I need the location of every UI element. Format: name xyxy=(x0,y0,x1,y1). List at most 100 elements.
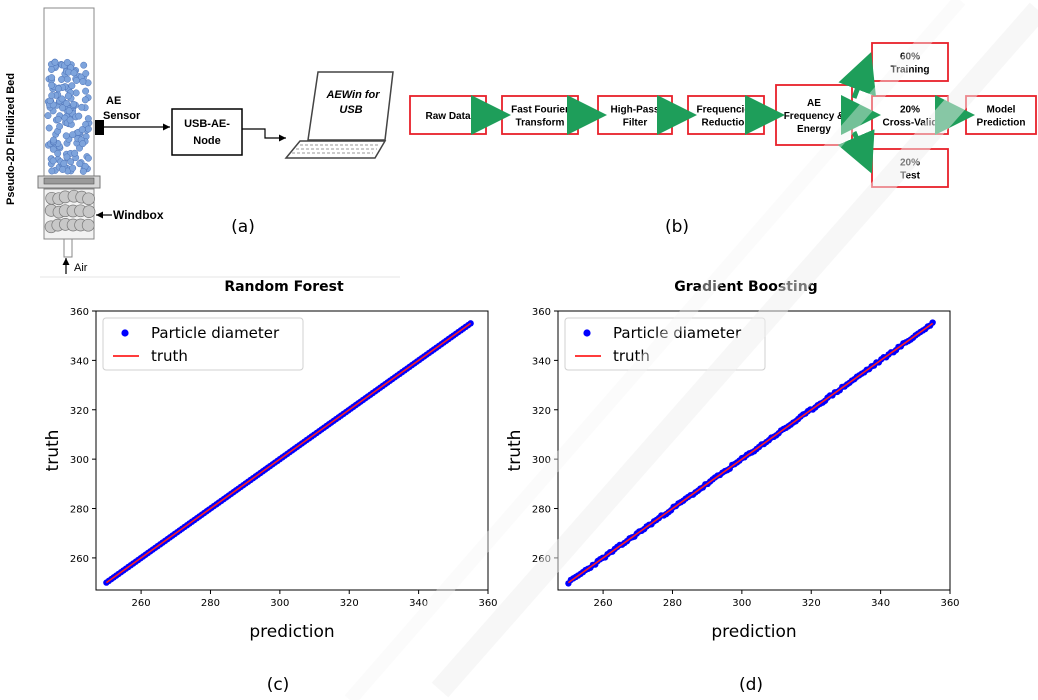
sensor-label-2: Sensor xyxy=(103,110,141,122)
bed-particle xyxy=(79,140,87,148)
windbox-particle xyxy=(82,192,95,206)
bed-particle xyxy=(56,122,64,130)
ae-freq-energy-box: AE Frequency & Energy xyxy=(775,84,853,146)
bed-particle xyxy=(49,145,57,153)
x-tick-label: 260 xyxy=(594,598,613,609)
bed-particle xyxy=(82,87,90,95)
high-pass-box-label: High-Pass xyxy=(611,105,660,116)
x-tick-label: 300 xyxy=(732,598,751,609)
bed-particle xyxy=(72,89,80,97)
bed-particle xyxy=(44,112,52,120)
bed-particle xyxy=(66,116,74,124)
test-box-label: 20% xyxy=(900,158,920,169)
y-tick-label: 340 xyxy=(70,356,89,367)
x-tick-label: 340 xyxy=(409,598,428,609)
bed-particle xyxy=(79,78,87,86)
training-box: 60% Training xyxy=(871,42,949,82)
bed-particle xyxy=(63,75,71,83)
bed-particle xyxy=(48,167,56,175)
bed-particle xyxy=(58,76,65,83)
node-label-1: USB-AE- xyxy=(184,118,230,130)
bed-particle xyxy=(48,92,56,100)
fft-box-label: Fast Fourier xyxy=(511,105,569,116)
caption-b: (b) xyxy=(665,217,689,237)
bed-particle xyxy=(68,82,76,90)
chart-title: Random Forest xyxy=(224,279,344,295)
bed-particle xyxy=(60,160,68,167)
bed-particle xyxy=(50,136,57,144)
freq-reduction-box: Frequencies Reduction xyxy=(687,95,765,135)
bed-particle xyxy=(63,153,71,161)
bed-particle xyxy=(64,92,72,100)
bed-particle xyxy=(84,125,92,133)
bed-particle xyxy=(48,74,56,82)
bed-particle xyxy=(78,126,86,134)
legend-label-points: Particle diameter xyxy=(613,324,742,342)
flow-arrow xyxy=(837,129,875,174)
fft-box: Fast Fourier Transform xyxy=(501,95,579,135)
legend-marker-points xyxy=(583,329,591,337)
cross-valid-box: 20% Cross-Valid xyxy=(871,95,949,135)
cross-valid-box-label: Cross-Valid xyxy=(882,118,937,129)
bed-particle xyxy=(67,158,75,166)
bed-particle xyxy=(84,115,92,123)
model-prediction-box-label: Model xyxy=(987,105,1016,116)
panel-a: Pseudo-2D Fluidized Bed Air AE Sensor US… xyxy=(5,7,400,278)
chart-title: Gradient Boosting xyxy=(674,279,817,295)
x-tick-label: 320 xyxy=(340,598,359,609)
laptop-label-1: AEWin for xyxy=(325,89,380,101)
y-tick-label: 300 xyxy=(532,455,551,466)
windbox-particles xyxy=(44,189,96,234)
bed-particle xyxy=(79,167,87,175)
x-tick-label: 260 xyxy=(132,598,151,609)
legend-label-line: truth xyxy=(151,347,188,365)
bed-particle xyxy=(70,69,78,77)
bed-particle xyxy=(69,164,77,172)
cross-valid-box-label: 20% xyxy=(900,105,920,116)
ae-sensor xyxy=(95,120,104,135)
legend-label-points: Particle diameter xyxy=(151,324,280,342)
bed-particle xyxy=(63,58,71,66)
x-tick-label: 360 xyxy=(478,598,497,609)
freq-reduction-box-label: Frequencies xyxy=(697,105,756,116)
bed-particle xyxy=(82,70,90,77)
bed-particle xyxy=(48,66,55,73)
bed-particle xyxy=(45,124,53,132)
y-tick-label: 280 xyxy=(532,505,551,516)
legend-marker-points xyxy=(121,329,129,337)
bed-particle xyxy=(54,85,62,93)
y-tick-label: 340 xyxy=(532,356,551,367)
bed-particle xyxy=(62,132,70,140)
x-axis-label: prediction xyxy=(249,622,334,642)
x-tick-label: 280 xyxy=(663,598,682,609)
training-box-label: 60% xyxy=(900,52,920,63)
bed-particle xyxy=(75,112,83,120)
bed-particle xyxy=(84,154,92,162)
chart-gradient-boosting: Gradient Boosting 260 280 300 320 340 360 260 28… xyxy=(505,279,960,695)
legend: Particle diameter truth xyxy=(102,317,304,371)
bed-particle xyxy=(78,103,86,111)
air-label: Air xyxy=(74,262,88,274)
bed-particle xyxy=(81,96,89,104)
bed-particle xyxy=(59,104,66,112)
caption-a: (a) xyxy=(231,217,255,237)
y-tick-label: 360 xyxy=(70,307,89,318)
laptop-icon xyxy=(284,71,394,159)
model-prediction-box-label: Prediction xyxy=(977,118,1026,129)
bed-particle xyxy=(54,115,62,123)
legend-label-line: truth xyxy=(613,347,650,365)
y-axis-label: truth xyxy=(43,430,63,472)
y-tick-label: 260 xyxy=(70,554,89,565)
test-box: 20% Test xyxy=(871,148,949,188)
x-tick-label: 280 xyxy=(201,598,220,609)
bed-particle xyxy=(80,61,88,69)
bed-particle xyxy=(72,77,80,84)
y-tick-label: 260 xyxy=(532,554,551,565)
bed-particle xyxy=(65,107,73,115)
ae-freq-energy-box-label: AE xyxy=(807,98,821,109)
node-label-2: Node xyxy=(193,135,221,147)
high-pass-box-label: Filter xyxy=(623,118,648,129)
bed-particle xyxy=(51,58,59,66)
bed-particle xyxy=(48,81,56,89)
test-box-label: Test xyxy=(900,171,920,182)
